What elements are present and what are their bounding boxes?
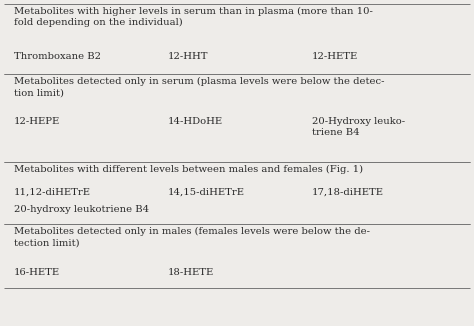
Text: 20-hydroxy leukotriene B4: 20-hydroxy leukotriene B4 bbox=[14, 205, 149, 214]
Text: 17,18-diHETE: 17,18-diHETE bbox=[312, 188, 384, 197]
Text: 16-HETE: 16-HETE bbox=[14, 268, 60, 277]
Text: Metabolites detected only in serum (plasma levels were below the detec-
tion lim: Metabolites detected only in serum (plas… bbox=[14, 77, 384, 97]
Text: 18-HETE: 18-HETE bbox=[168, 268, 214, 277]
Text: 12-HETE: 12-HETE bbox=[312, 52, 358, 61]
Text: 20-Hydroxy leuko-
triene B4: 20-Hydroxy leuko- triene B4 bbox=[312, 117, 405, 137]
Text: Metabolites with different levels between males and females (Fig. 1): Metabolites with different levels betwee… bbox=[14, 165, 363, 174]
Text: 11,12-diHETrE: 11,12-diHETrE bbox=[14, 188, 91, 197]
Text: Metabolites detected only in males (females levels were below the de-
tection li: Metabolites detected only in males (fema… bbox=[14, 227, 370, 247]
Text: 12-HHT: 12-HHT bbox=[168, 52, 209, 61]
Text: Thromboxane B2: Thromboxane B2 bbox=[14, 52, 101, 61]
Text: 14,15-diHETrE: 14,15-diHETrE bbox=[168, 188, 245, 197]
Text: 14-HDoHE: 14-HDoHE bbox=[168, 117, 223, 126]
Text: Metabolites with higher levels in serum than in plasma (more than 10-
fold depen: Metabolites with higher levels in serum … bbox=[14, 7, 373, 27]
Text: 12-HEPE: 12-HEPE bbox=[14, 117, 60, 126]
